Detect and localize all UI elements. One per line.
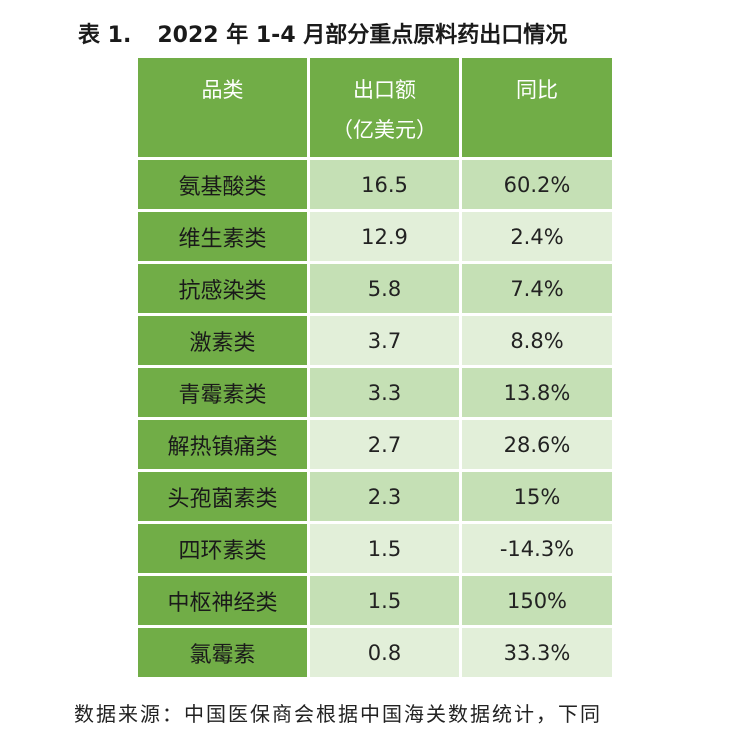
cell-yoy: 33.3% bbox=[462, 628, 612, 680]
cell-exports: 5.8 bbox=[310, 264, 462, 316]
cell-category: 抗感染类 bbox=[138, 264, 310, 316]
export-table: 品类 出口额 （亿美元） 同比 氨基酸类 16.5 60.2% 维生素类 12.9 2.4… bbox=[138, 58, 612, 680]
header-row: 品类 出口额 （亿美元） 同比 bbox=[138, 58, 612, 160]
cell-yoy: 2.4% bbox=[462, 212, 612, 264]
cell-exports: 12.9 bbox=[310, 212, 462, 264]
table-row: 头孢菌素类 2.3 15% bbox=[138, 472, 612, 524]
header-yoy: 同比 bbox=[462, 58, 612, 160]
cell-yoy: 150% bbox=[462, 576, 612, 628]
cell-exports: 3.3 bbox=[310, 368, 462, 420]
cell-exports: 2.3 bbox=[310, 472, 462, 524]
table-row: 维生素类 12.9 2.4% bbox=[138, 212, 612, 264]
table-row: 四环素类 1.5 -14.3% bbox=[138, 524, 612, 576]
table-row: 激素类 3.7 8.8% bbox=[138, 316, 612, 368]
header-category-label: 品类 bbox=[201, 78, 244, 102]
table-title: 表 1. 2022 年 1-4 月部分重点原料药出口情况 bbox=[78, 16, 678, 56]
cell-category: 激素类 bbox=[138, 316, 310, 368]
cell-yoy: 7.4% bbox=[462, 264, 612, 316]
table-row: 氯霉素 0.8 33.3% bbox=[138, 628, 612, 680]
source-note: 数据来源：中国医保商会根据中国海关数据统计，下同 bbox=[74, 702, 602, 726]
cell-exports: 1.5 bbox=[310, 524, 462, 576]
cell-exports: 0.8 bbox=[310, 628, 462, 680]
header-exports-unit: （亿美元） bbox=[332, 118, 437, 142]
table-body: 氨基酸类 16.5 60.2% 维生素类 12.9 2.4% 抗感染类 5.8 7.4% 激素类 3… bbox=[138, 160, 612, 680]
cell-exports: 2.7 bbox=[310, 420, 462, 472]
cell-yoy: 8.8% bbox=[462, 316, 612, 368]
cell-category: 维生素类 bbox=[138, 212, 310, 264]
cell-yoy: 60.2% bbox=[462, 160, 612, 212]
cell-category: 氨基酸类 bbox=[138, 160, 310, 212]
cell-category: 青霉素类 bbox=[138, 368, 310, 420]
header-exports: 出口额 （亿美元） bbox=[310, 58, 462, 160]
table-title-text: 2022 年 1-4 月部分重点原料药出口情况 bbox=[157, 23, 568, 48]
cell-category: 氯霉素 bbox=[138, 628, 310, 680]
cell-yoy: 15% bbox=[462, 472, 612, 524]
table-number: 表 1. bbox=[78, 23, 132, 48]
header-exports-label: 出口额 bbox=[353, 78, 416, 102]
cell-yoy: -14.3% bbox=[462, 524, 612, 576]
header-category: 品类 bbox=[138, 58, 310, 160]
cell-exports: 1.5 bbox=[310, 576, 462, 628]
header-yoy-label: 同比 bbox=[516, 78, 558, 102]
cell-exports: 16.5 bbox=[310, 160, 462, 212]
cell-category: 头孢菌素类 bbox=[138, 472, 310, 524]
table-row: 青霉素类 3.3 13.8% bbox=[138, 368, 612, 420]
cell-exports: 3.7 bbox=[310, 316, 462, 368]
table-row: 抗感染类 5.8 7.4% bbox=[138, 264, 612, 316]
cell-category: 解热镇痛类 bbox=[138, 420, 310, 472]
cell-category: 中枢神经类 bbox=[138, 576, 310, 628]
table-row: 中枢神经类 1.5 150% bbox=[138, 576, 612, 628]
cell-yoy: 13.8% bbox=[462, 368, 612, 420]
table-row: 解热镇痛类 2.7 28.6% bbox=[138, 420, 612, 472]
cell-category: 四环素类 bbox=[138, 524, 310, 576]
table-row: 氨基酸类 16.5 60.2% bbox=[138, 160, 612, 212]
cell-yoy: 28.6% bbox=[462, 420, 612, 472]
